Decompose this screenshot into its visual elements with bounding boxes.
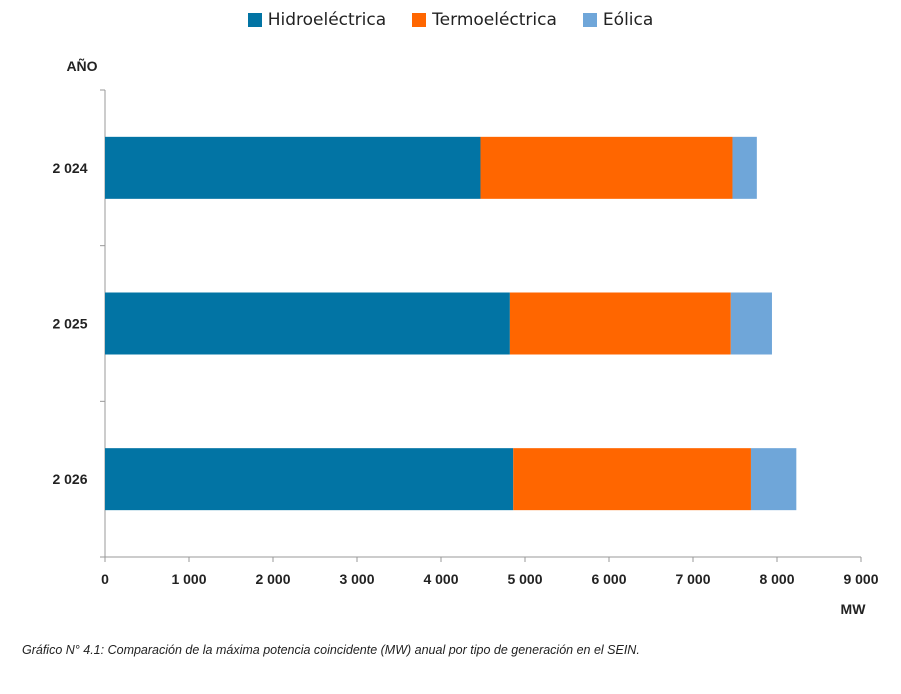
bar-segment-termoelectrica bbox=[480, 136, 733, 199]
x-axis-title: MW bbox=[841, 601, 867, 617]
x-tick-label: 4 000 bbox=[423, 571, 458, 587]
figure-caption: Gráfico N° 4.1: Comparación de la máxima… bbox=[22, 643, 640, 657]
y-tick-label: 2 025 bbox=[52, 316, 87, 332]
x-tick-label: 3 000 bbox=[339, 571, 374, 587]
legend-swatch-hidroelectrica bbox=[247, 13, 262, 27]
legend-item-termoelectrica: Termoeléctrica bbox=[412, 10, 557, 30]
x-tick-label: 1 000 bbox=[171, 571, 206, 587]
y-tick-label: 2 026 bbox=[52, 471, 87, 487]
x-tick-label: 5 000 bbox=[507, 571, 542, 587]
y-axis-title: AÑO bbox=[66, 57, 97, 74]
chart-legend: Hidroeléctrica Termoeléctrica Eólica bbox=[0, 10, 901, 30]
legend-swatch-eolica bbox=[582, 13, 597, 27]
x-tick-label: 8 000 bbox=[759, 571, 794, 587]
tick-labels: 0 1 000 2 000 3 000 4 000 5 000 6 000 7 000 8 00… bbox=[52, 160, 878, 587]
bars bbox=[105, 136, 797, 511]
legend-label-termoelectrica: Termoeléctrica bbox=[432, 10, 557, 30]
x-tick-label: 7 000 bbox=[675, 571, 710, 587]
bar-segment-termoelectrica bbox=[509, 292, 731, 355]
bar-segment-hidroelectrica bbox=[105, 292, 510, 355]
legend-swatch-termoelectrica bbox=[412, 13, 427, 27]
bar-segment-hidroelectrica bbox=[105, 448, 514, 511]
x-tick-label: 6 000 bbox=[591, 571, 626, 587]
bar-segment-hidroelectrica bbox=[105, 136, 481, 199]
legend-item-eolica: Eólica bbox=[582, 10, 654, 30]
bar-segment-eolica bbox=[750, 448, 797, 511]
legend-item-hidroelectrica: Hidroeléctrica bbox=[247, 10, 387, 30]
bar-segment-termoelectrica bbox=[513, 448, 751, 511]
legend-label-hidroelectrica: Hidroeléctrica bbox=[267, 10, 387, 30]
x-tick-label: 0 bbox=[101, 571, 109, 587]
x-tick-label: 9 000 bbox=[843, 571, 878, 587]
x-tick-label: 2 000 bbox=[255, 571, 290, 587]
y-tick-label: 2 024 bbox=[52, 160, 87, 176]
bar-segment-eolica bbox=[730, 292, 772, 355]
bar-segment-eolica bbox=[732, 136, 757, 199]
legend-label-eolica: Eólica bbox=[602, 10, 654, 30]
